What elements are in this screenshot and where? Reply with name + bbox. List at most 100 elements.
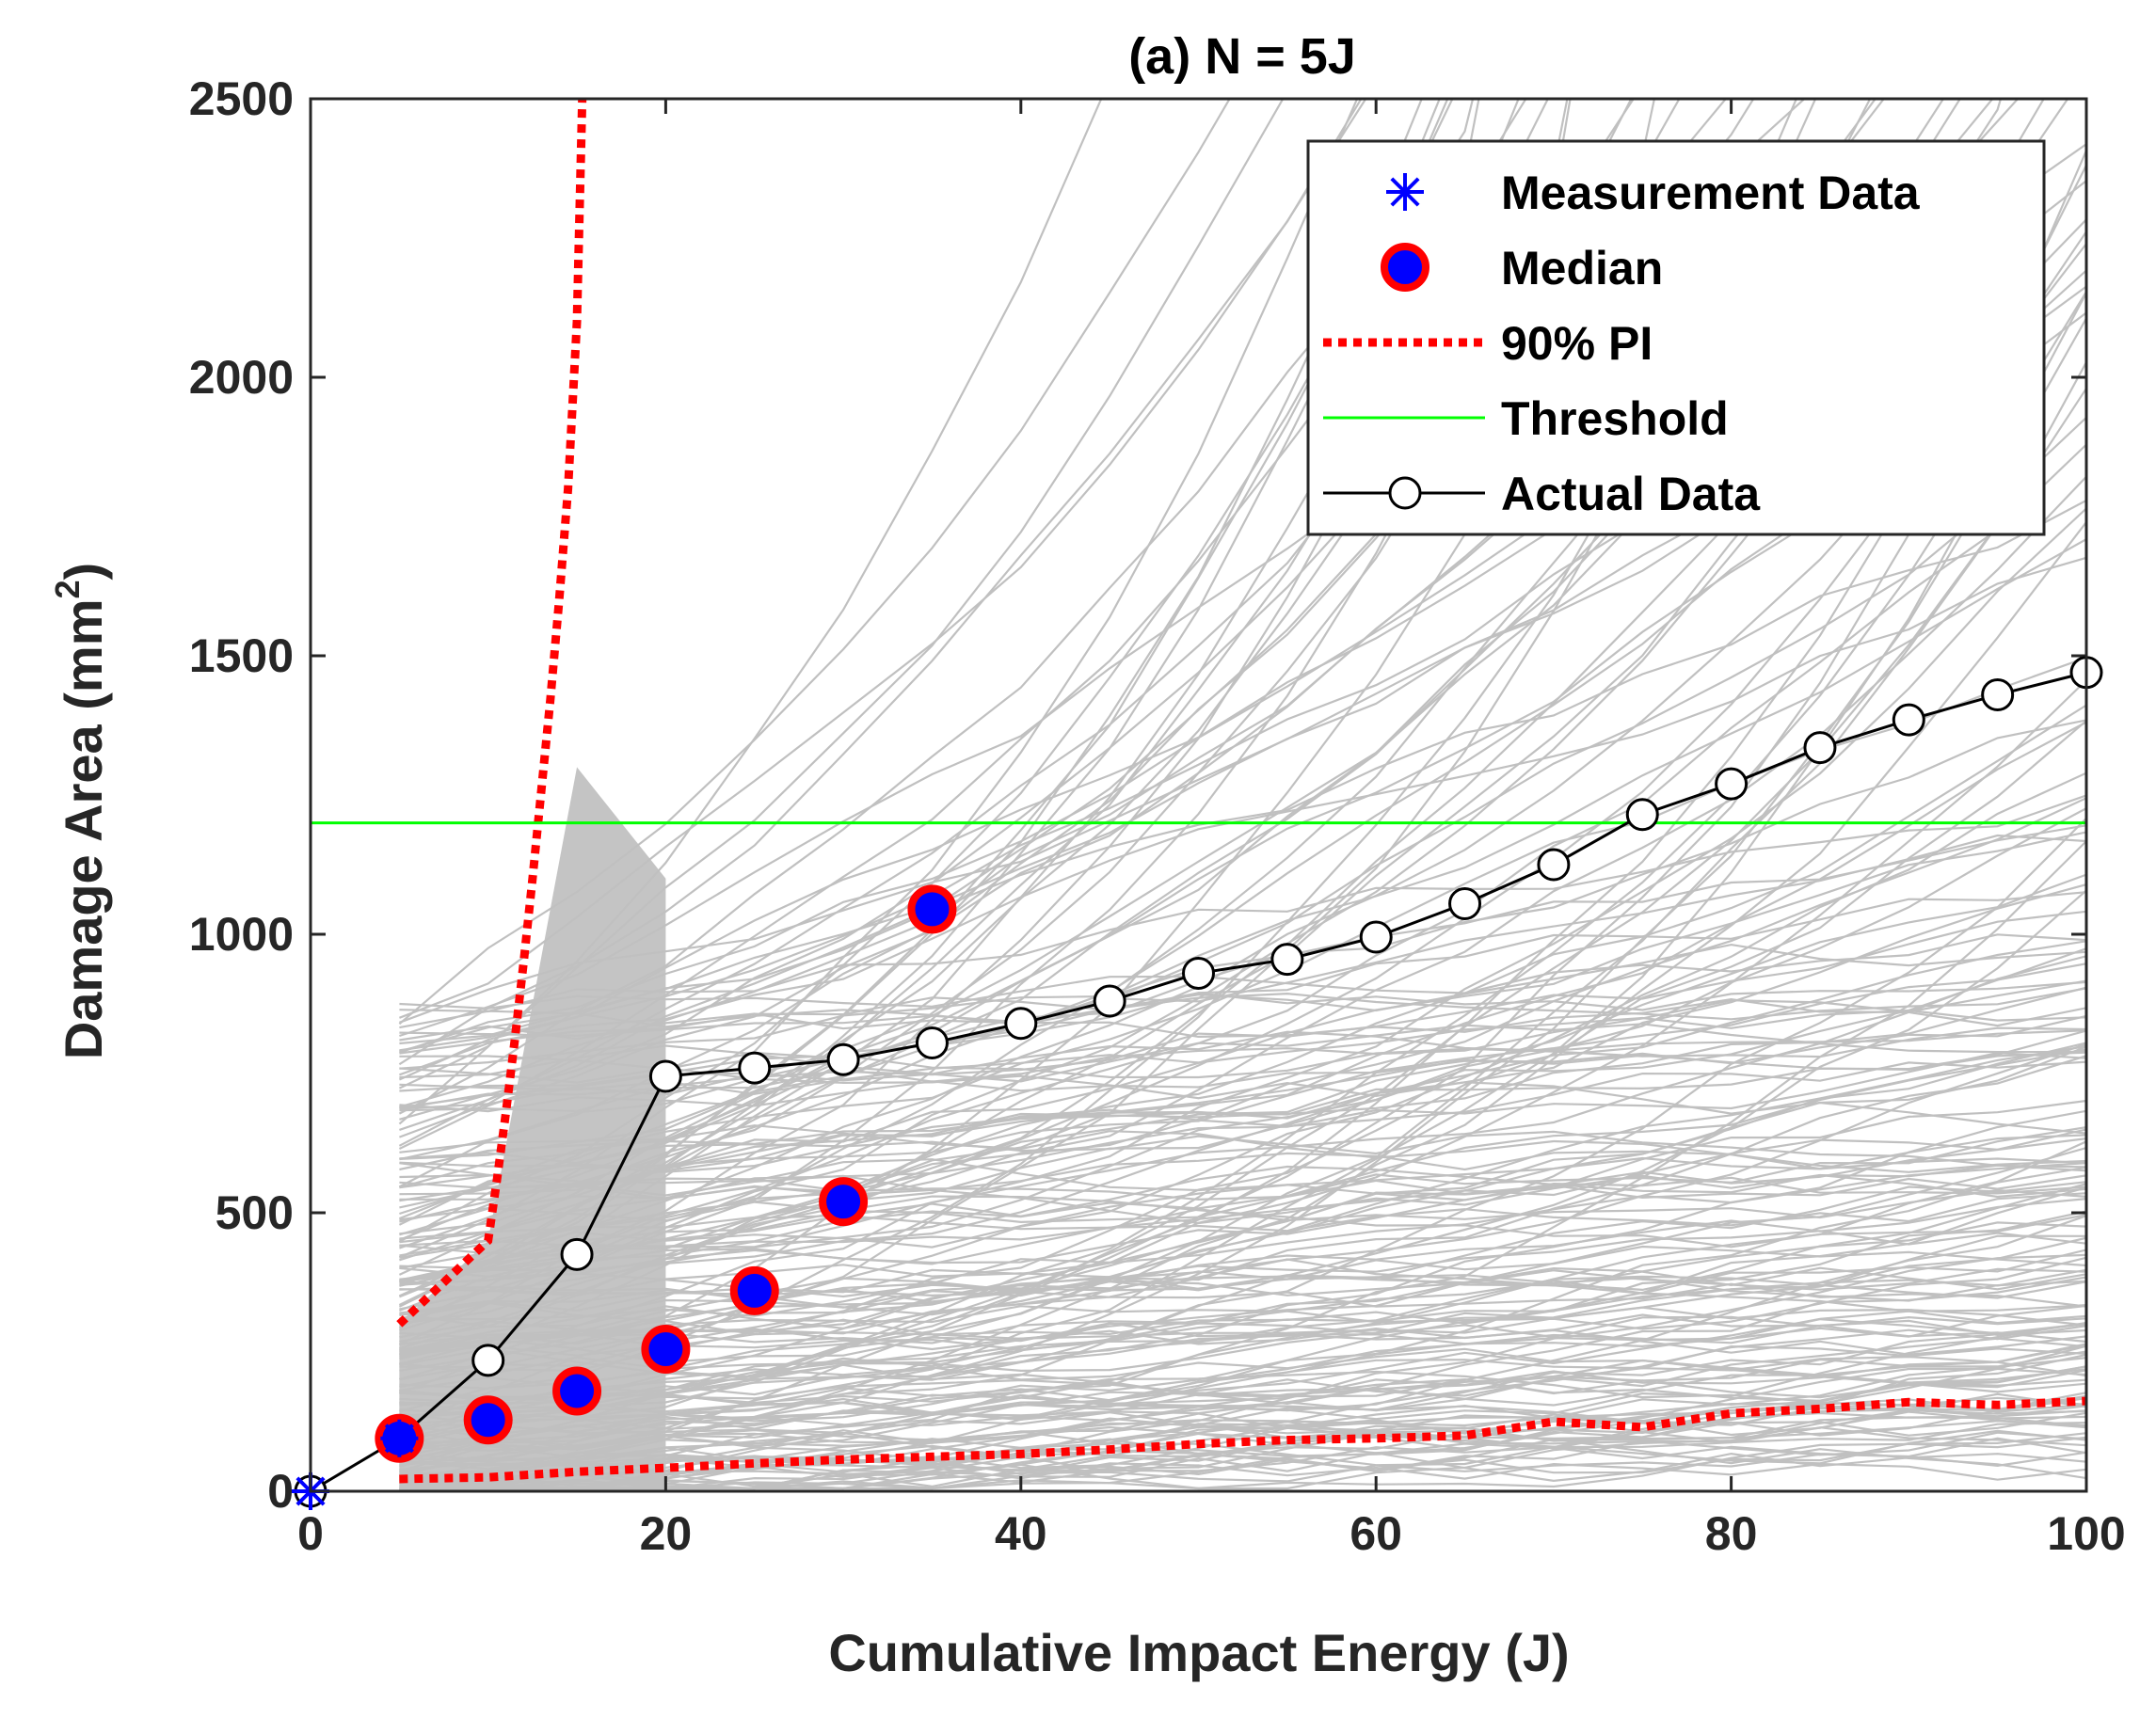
legend-entry-measurement: Measurement Data xyxy=(1386,167,1921,219)
sample-path xyxy=(399,1256,2086,1354)
median-point xyxy=(552,1366,602,1416)
sample-path xyxy=(399,1221,2086,1297)
sample-path xyxy=(399,1398,2086,1490)
sample-path xyxy=(399,943,2086,1029)
x-tick-label: 40 xyxy=(995,1507,1047,1560)
sample-path xyxy=(399,1186,2086,1437)
actual-data-point xyxy=(1448,886,1482,920)
sample-path xyxy=(399,1368,2086,1490)
sample-path xyxy=(399,499,2086,1053)
sample-path xyxy=(399,1412,2086,1451)
sample-path xyxy=(399,538,2086,1160)
sample-path xyxy=(398,99,1359,1259)
actual-data-point xyxy=(1004,1007,1038,1041)
pi-lower-line xyxy=(399,1396,2086,1484)
sample-path xyxy=(399,1162,2086,1225)
sample-path xyxy=(399,291,2086,1448)
sample-path xyxy=(399,1042,2086,1417)
chart-title: (a) N = 5J xyxy=(1128,28,1356,85)
star-stroke xyxy=(1390,177,1420,207)
sample-path xyxy=(399,987,2086,1071)
actual-data-point xyxy=(648,1059,682,1093)
median-point xyxy=(641,1325,691,1375)
legend-label-measurement: Measurement Data xyxy=(1501,167,1921,219)
legend-box xyxy=(1306,139,2046,536)
plot-frame xyxy=(309,97,2088,1493)
sample-path xyxy=(399,883,2086,1311)
y-axis-label-superscript: 2 xyxy=(48,580,87,598)
sample-path xyxy=(399,1267,2086,1316)
actual-data-point xyxy=(915,1026,949,1059)
sample-path xyxy=(399,99,2086,1467)
data-series xyxy=(311,99,2086,1484)
sample-path xyxy=(399,99,1367,1019)
y-tick-label: 2500 xyxy=(189,72,294,125)
sample-path xyxy=(399,772,2086,1372)
y-axis-label: Damage Area (mm2) xyxy=(48,563,113,1059)
sample-path xyxy=(399,1392,2086,1460)
measurement-point xyxy=(380,1419,419,1457)
sample-path xyxy=(399,1014,2086,1113)
sample-path xyxy=(399,834,2086,1037)
sample-path xyxy=(399,1253,2086,1491)
legend-entry-threshold: Threshold xyxy=(1323,392,1729,445)
sample-path xyxy=(399,1365,2086,1402)
sample-path xyxy=(399,1394,2086,1471)
sample-path xyxy=(399,1234,2086,1451)
legend-label-pi: 90% PI xyxy=(1501,317,1653,370)
sample-path xyxy=(399,521,2086,1461)
sample-path xyxy=(399,933,2086,1010)
sample-path xyxy=(399,1392,2086,1475)
y-tick-label: 500 xyxy=(216,1186,294,1239)
sample-path xyxy=(399,1432,2086,1476)
sample-path xyxy=(399,824,2086,1070)
actual-data-point xyxy=(1981,677,2015,711)
sample-path xyxy=(399,1158,2086,1201)
sample-path xyxy=(399,1051,2086,1173)
actual-data-point xyxy=(471,1344,505,1377)
sample-path xyxy=(399,721,2086,1240)
sample-path xyxy=(399,443,2086,1283)
y-axis-label-main: Damage Area (mm xyxy=(54,599,113,1060)
sample-path xyxy=(398,99,1103,1125)
legend-actual-marker xyxy=(1388,476,1422,510)
legend-entry-actual: Actual Data xyxy=(1323,468,1761,520)
legend-star-glyph xyxy=(1386,173,1424,211)
y-tick-label: 0 xyxy=(267,1465,294,1518)
sample-path xyxy=(399,1195,2086,1249)
x-tick-label: 80 xyxy=(1705,1507,1758,1560)
sample-path xyxy=(399,1156,2086,1255)
actual-data-point xyxy=(1625,798,1659,832)
sample-path xyxy=(399,656,2086,1189)
sample-path xyxy=(399,818,2086,1444)
sample-path xyxy=(398,416,2086,1241)
sample-path xyxy=(399,1009,2086,1095)
sample-path xyxy=(399,1321,2086,1488)
sample-path xyxy=(399,1436,2086,1490)
sample-path xyxy=(399,1162,2086,1294)
x-tick-label: 0 xyxy=(297,1507,324,1560)
sample-path xyxy=(399,889,2086,1468)
sample-path xyxy=(399,243,2086,1281)
median-point xyxy=(729,1265,779,1315)
legend-entry-pi: 90% PI xyxy=(1323,317,1653,370)
y-tick-label: 2000 xyxy=(189,351,294,404)
sample-path xyxy=(399,1359,2086,1415)
sample-path xyxy=(399,955,2086,1287)
legend-label-actual: Actual Data xyxy=(1501,468,1761,520)
actual-data-point xyxy=(738,1051,772,1085)
x-axis-tick-labels: 0 20 40 60 80 100 xyxy=(297,1507,2126,1560)
sample-path xyxy=(399,962,2086,1209)
legend-label-median: Median xyxy=(1501,242,1663,294)
actual-data-point xyxy=(1182,956,1215,990)
legend: Measurement Data Median 90% PI Threshold… xyxy=(1306,139,2046,536)
sample-path xyxy=(399,99,2086,1436)
y-axis-tick-labels: 0 500 1000 1500 2000 2500 xyxy=(189,72,294,1518)
sample-path xyxy=(399,1347,2086,1402)
actual-data-point xyxy=(1803,731,1837,765)
y-tick-label: 1000 xyxy=(189,908,294,961)
sample-path xyxy=(399,1150,2086,1201)
median-point xyxy=(907,884,957,934)
sample-path xyxy=(399,831,2086,1235)
